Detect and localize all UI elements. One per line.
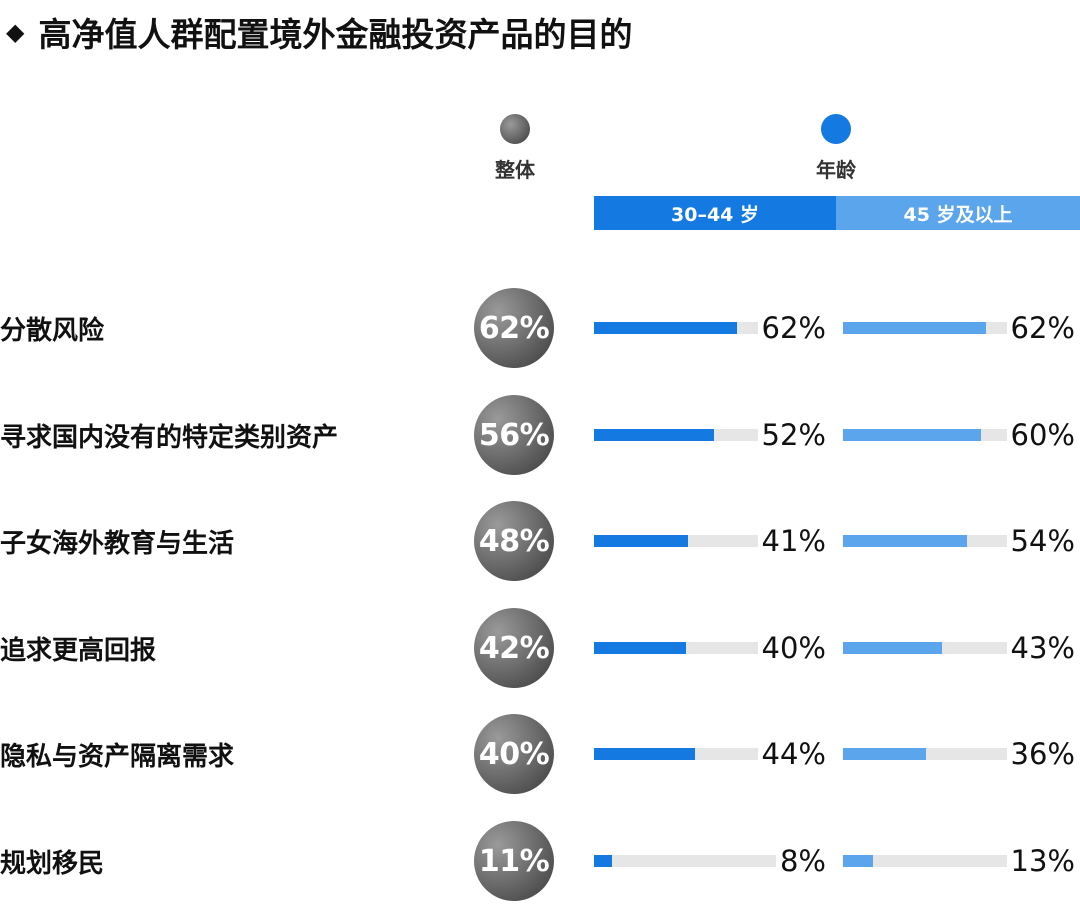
value-text: 13% bbox=[1006, 844, 1075, 878]
title-text: 高净值人群配置境外金融投资产品的目的 bbox=[38, 15, 633, 54]
value-text: 60% bbox=[1006, 418, 1075, 452]
bar-1 bbox=[594, 535, 689, 547]
bar-value-label-2: 62% bbox=[985, 288, 1075, 368]
value-text: 44% bbox=[757, 737, 826, 771]
value-text: 52% bbox=[757, 418, 826, 452]
category-label: 子女海外教育与生活 bbox=[0, 528, 235, 559]
overall-value-label: 48% bbox=[478, 523, 550, 559]
bar-value-label-1: 40% bbox=[736, 608, 826, 688]
bar-2 bbox=[843, 429, 981, 441]
category-label: 隐私与资产隔离需求 bbox=[0, 741, 235, 772]
chart-row: 分散风险 62% 62% 62% bbox=[0, 288, 1080, 368]
bar-2 bbox=[843, 322, 986, 334]
value-text: 62% bbox=[757, 311, 826, 345]
age-group-band-2: 45 岁及以上 bbox=[836, 196, 1080, 230]
value-text: 36% bbox=[1006, 737, 1075, 771]
overall-value-label: 42% bbox=[478, 630, 550, 666]
bar-1 bbox=[594, 855, 613, 867]
chart-row: 隐私与资产隔离需求 40% 44% 36% bbox=[0, 714, 1080, 794]
bar-value-label-2: 13% bbox=[985, 821, 1075, 901]
bar-1 bbox=[594, 429, 714, 441]
overall-value-circle: 62% bbox=[474, 288, 554, 368]
overall-legend-dot bbox=[500, 114, 530, 144]
category-label: 分散风险 bbox=[0, 315, 105, 346]
age-legend-dot bbox=[821, 114, 851, 144]
bar-value-label-1: 52% bbox=[736, 395, 826, 475]
overall-value-circle: 40% bbox=[474, 714, 554, 794]
overall-value-label: 40% bbox=[478, 736, 550, 772]
diamond-icon: ◆ bbox=[6, 18, 25, 46]
bar-value-label-2: 54% bbox=[985, 501, 1075, 581]
bar-2 bbox=[843, 855, 873, 867]
overall-value-label: 62% bbox=[478, 310, 550, 346]
category-label: 规划移民 bbox=[0, 848, 105, 879]
bar-track-1 bbox=[594, 855, 824, 867]
chart-row: 追求更高回报 42% 40% 43% bbox=[0, 608, 1080, 688]
bar-value-label-2: 60% bbox=[985, 395, 1075, 475]
age-group-band-1: 30–44 岁 bbox=[594, 196, 836, 230]
bar-1 bbox=[594, 322, 737, 334]
bar-2 bbox=[843, 748, 926, 760]
bar-1 bbox=[594, 642, 686, 654]
bar-value-label-1: 62% bbox=[736, 288, 826, 368]
value-text: 54% bbox=[1006, 524, 1075, 558]
value-text: 40% bbox=[757, 631, 826, 665]
page-title: ◆ 高净值人群配置境外金融投资产品的目的 bbox=[6, 8, 632, 56]
bar-2 bbox=[843, 535, 968, 547]
bar-1 bbox=[594, 748, 696, 760]
overall-value-label: 11% bbox=[478, 843, 550, 879]
overall-legend-label: 整体 bbox=[495, 158, 535, 182]
overall-value-circle: 56% bbox=[474, 395, 554, 475]
overall-value-circle: 11% bbox=[474, 821, 554, 901]
value-text: 43% bbox=[1006, 631, 1075, 665]
chart-row: 子女海外教育与生活 48% 41% 54% bbox=[0, 501, 1080, 581]
age-legend-label: 年龄 bbox=[816, 158, 856, 182]
overall-value-circle: 48% bbox=[474, 501, 554, 581]
chart-row: 规划移民 11% 8% 13% bbox=[0, 821, 1080, 901]
value-text: 62% bbox=[1006, 311, 1075, 345]
category-label: 追求更高回报 bbox=[0, 635, 157, 666]
bar-value-label-1: 44% bbox=[736, 714, 826, 794]
bar-value-label-1: 41% bbox=[736, 501, 826, 581]
bar-value-label-1: 8% bbox=[736, 821, 826, 901]
value-text: 41% bbox=[757, 524, 826, 558]
overall-value-circle: 42% bbox=[474, 608, 554, 688]
value-text: 8% bbox=[775, 844, 826, 878]
bar-2 bbox=[843, 642, 942, 654]
overall-value-label: 56% bbox=[478, 417, 550, 453]
bar-value-label-2: 43% bbox=[985, 608, 1075, 688]
category-label: 寻求国内没有的特定类别资产 bbox=[0, 422, 339, 453]
chart-row: 寻求国内没有的特定类别资产 56% 52% 60% bbox=[0, 395, 1080, 475]
bar-value-label-2: 36% bbox=[985, 714, 1075, 794]
